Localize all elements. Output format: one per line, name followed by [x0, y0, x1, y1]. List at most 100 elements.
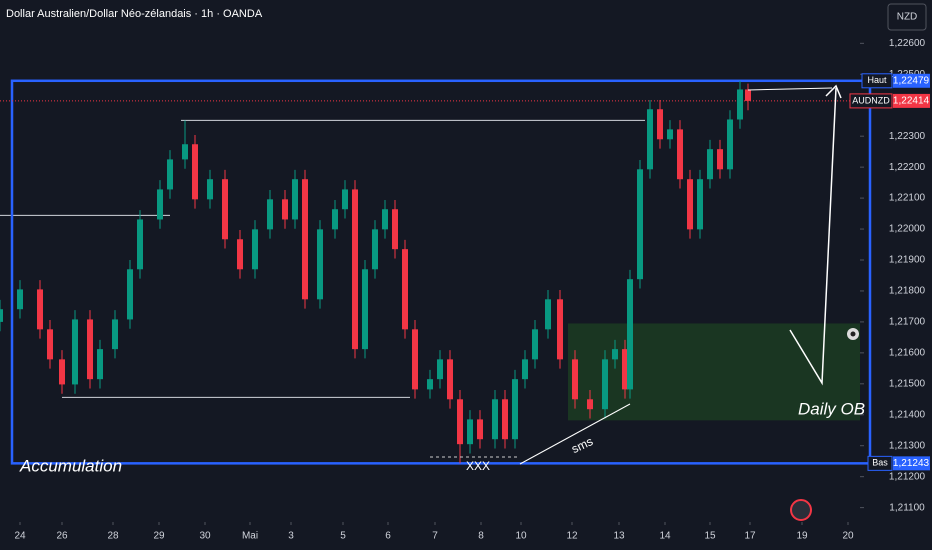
overlay-under: [0, 79, 872, 465]
candle-body: [127, 269, 133, 320]
x-tick-label: 3: [288, 531, 294, 542]
candle-body: [0, 309, 3, 322]
event-icon[interactable]: [790, 499, 812, 521]
candle-body: [167, 159, 173, 190]
candle-body: [427, 379, 433, 390]
candle-body: [352, 189, 358, 350]
candle-body: [362, 269, 368, 350]
candle-body: [302, 179, 308, 300]
annotation: Accumulation: [19, 456, 122, 475]
candle-body: [192, 144, 198, 200]
y-tick-label: 1,22200: [889, 162, 926, 173]
candle-body: [745, 89, 751, 101]
y-tick-label: 1,21600: [889, 347, 926, 358]
candle-body: [17, 289, 23, 310]
candle-body: [332, 209, 338, 230]
candle-body: [572, 359, 578, 400]
candle-body: [437, 359, 443, 380]
x-tick-label: 8: [478, 531, 484, 542]
x-tick-label: 15: [704, 531, 716, 542]
y-tick-label: 1,21800: [889, 286, 926, 297]
candles: [0, 80, 751, 464]
currency-label: NZD: [897, 12, 918, 23]
y-tick-label: 1,21900: [889, 255, 926, 266]
candle-body: [237, 239, 243, 270]
arrow-head: [825, 84, 842, 99]
candle-body: [382, 209, 388, 230]
candle-body: [252, 229, 258, 270]
candle-body: [412, 329, 418, 390]
price-name: AUDNZD: [852, 95, 890, 105]
candle-body: [717, 149, 723, 170]
candle-body: [392, 209, 398, 250]
candle-body: [72, 319, 78, 385]
x-tick-label: 28: [107, 531, 119, 542]
price-value-box: [893, 93, 930, 108]
candle-body: [512, 379, 518, 440]
sms-line: [519, 403, 631, 465]
y-tick-label: 1,21400: [889, 409, 926, 420]
range-box: [10, 79, 872, 465]
price-name: Bas: [872, 458, 888, 468]
candle-body: [112, 319, 118, 350]
candle-body: [182, 144, 188, 160]
y-tick-label: 1,22000: [889, 224, 926, 235]
candle-body: [602, 359, 608, 410]
price-value: 1,21243: [893, 458, 930, 469]
candle-body: [282, 199, 288, 220]
price-name: Haut: [867, 75, 887, 85]
candle-body: [627, 279, 633, 390]
x-tick-label: 6: [385, 531, 391, 542]
candle-body: [342, 189, 348, 210]
price-value: 1,22414: [893, 96, 930, 107]
currency-button[interactable]: [887, 3, 927, 31]
x-tick-label: 7: [432, 531, 438, 542]
eye-pupil: [850, 331, 856, 337]
y-tick-label: 1,22100: [889, 193, 926, 204]
candle-body: [492, 399, 498, 440]
candle-body: [532, 329, 538, 360]
x-tick-label: 20: [842, 531, 854, 542]
candle-body: [667, 129, 673, 140]
x-tick-label: 24: [14, 531, 26, 542]
candle-body: [612, 349, 618, 360]
candle-body: [477, 419, 483, 440]
x-tick-label: 17: [744, 531, 756, 542]
candle-body: [87, 319, 93, 380]
chart-title: Dollar Australien/Dollar Néo-zélandais ·…: [6, 8, 263, 20]
candle-body: [97, 349, 103, 380]
candle-body: [207, 179, 213, 200]
candle-body: [727, 119, 733, 170]
candle-body: [292, 179, 298, 220]
order-block-zone: [568, 323, 860, 421]
y-tick-label: 1,21500: [889, 378, 926, 389]
y-tick-label: 1,21300: [889, 440, 926, 451]
candle-body: [317, 229, 323, 300]
candle-body: [687, 179, 693, 230]
candle-body: [657, 109, 663, 140]
candle-body: [587, 399, 593, 410]
candle-body: [502, 399, 508, 440]
x-tick-label: 29: [153, 531, 165, 542]
candle-body: [557, 299, 563, 360]
x-tick-label: 14: [659, 531, 671, 542]
price-value-box: [893, 73, 930, 88]
candle-body: [697, 179, 703, 230]
candle-body: [402, 249, 408, 330]
annotation: Daily OB: [798, 399, 865, 418]
y-tick-label: 1,21700: [889, 317, 926, 328]
x-tick-label: 5: [340, 531, 346, 542]
candle-body: [457, 399, 463, 445]
candle-body: [545, 299, 551, 330]
x-tick-label: 10: [515, 531, 527, 542]
candle-body: [47, 329, 53, 360]
arrow-line: [789, 87, 837, 386]
price-name-box: [867, 455, 893, 471]
y-tick-label: 1,21100: [889, 502, 925, 513]
target-line: [747, 87, 833, 91]
candle-body: [447, 359, 453, 400]
candle-body: [737, 89, 743, 120]
candle-body: [222, 179, 228, 240]
candle-body: [37, 289, 43, 330]
